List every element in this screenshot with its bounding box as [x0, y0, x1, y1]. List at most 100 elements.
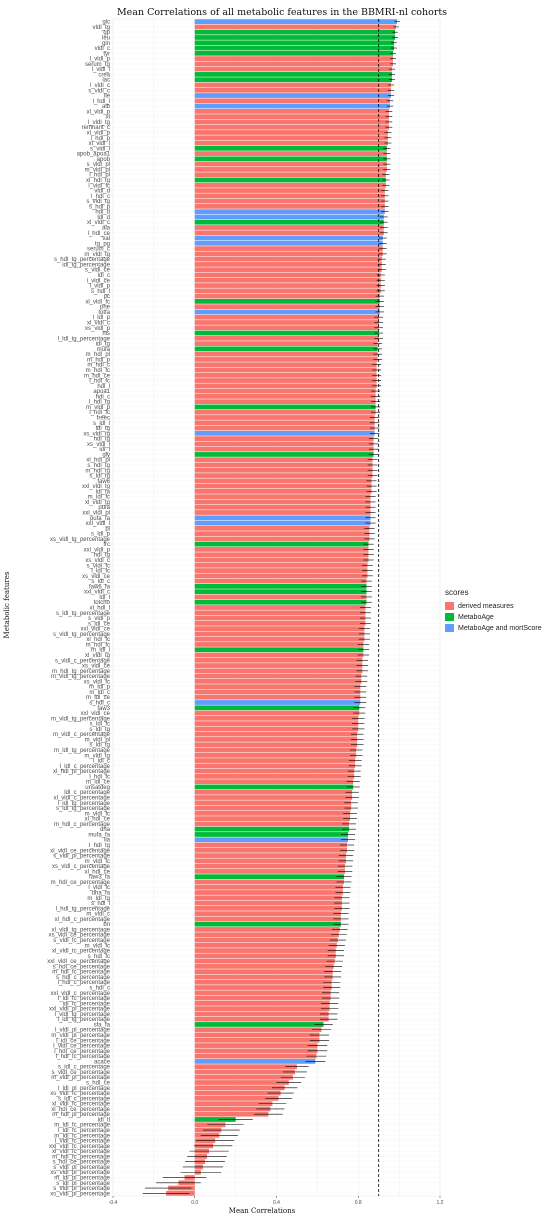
y-tick-label: ldl_tg: [96, 426, 110, 432]
y-tick-label: s_hdl_c: [89, 986, 110, 992]
bar: [194, 351, 378, 357]
legend-item-metaboage-mortscore: MetaboAge and mortScore: [445, 623, 542, 633]
y-tick-label: xxl_vldl_ce: [81, 627, 111, 633]
y-tick-label: ala: [102, 225, 111, 231]
bar: [194, 436, 374, 441]
y-tick-label: l_ldl_p: [93, 315, 111, 321]
y-tick-label: m_vldl_c_percentage: [53, 732, 111, 738]
x-tick-label: 0.0: [191, 1200, 198, 1206]
bar: [194, 483, 372, 489]
y-tick-label: m_vldl_tg_percentage: [51, 716, 111, 722]
y-tick-label: s_idl_c_percentage: [58, 1065, 111, 1071]
y-tick-label: xs_vldl_c_percentage: [52, 864, 111, 870]
y-tick-label: xl_vldl_p: [87, 130, 111, 136]
y-tick-label: s_hdl_c_percentage: [56, 975, 111, 981]
bar: [194, 1027, 322, 1033]
y-tick-label: hdl_tg: [94, 437, 110, 443]
y-tick-label: s_hdl_tg_percentage: [54, 257, 111, 263]
bar: [194, 578, 367, 584]
bar: [194, 964, 334, 969]
bar: [194, 605, 366, 610]
y-tick-label: s_ldl_tg: [89, 743, 110, 749]
bar: [194, 330, 379, 336]
bar: [194, 156, 387, 162]
bar: [194, 900, 342, 906]
bar: [194, 927, 340, 932]
y-tick-label: l_vldl_tg_percentage: [55, 1012, 111, 1018]
y-tick-label: vldl_d: [94, 189, 110, 195]
y-tick-label: sfa_fa: [94, 1022, 111, 1028]
y-tick-label: l_ldl_fc_percentage: [58, 1128, 111, 1134]
y-tick-label: l_hdl_tg_percentage: [56, 906, 111, 912]
bar: [194, 895, 342, 901]
y-tick-label: s_vldl_pl_percentage: [53, 1186, 110, 1192]
bar: [194, 932, 339, 938]
bar: [194, 372, 377, 378]
y-tick-label: ile: [104, 94, 111, 100]
y-tick-label: s_hdl_tg: [87, 463, 110, 469]
bar: [194, 77, 392, 83]
y-tick-label: m_vldl_fc: [85, 811, 110, 817]
y-tick-label: s_vldl_tg_percentage: [53, 632, 111, 638]
y-tick-label: m_ldl_tg: [87, 896, 110, 902]
bar: [194, 620, 366, 626]
y-tick-label: m_hdl_pl: [86, 352, 110, 358]
bar: [194, 246, 383, 251]
bar: [194, 298, 380, 304]
bar: [194, 684, 361, 690]
bar: [194, 626, 365, 631]
bar: [194, 810, 351, 816]
legend-label-metaboage: MetaboAge: [458, 613, 494, 621]
y-tick-label: pc: [104, 294, 110, 300]
bar: [194, 489, 372, 494]
bar: [194, 832, 349, 837]
y-tick-label: xl_hdl_pl: [86, 458, 110, 464]
bar: [194, 652, 364, 658]
y-tick-label: s_vldl_ce_percentage: [52, 1070, 111, 1076]
bar: [194, 890, 343, 895]
bar: [194, 214, 384, 220]
bar: [194, 747, 357, 753]
y-tick-label: xl_vldl_ce_percentage: [50, 848, 110, 854]
y-tick-label: s_hdl_l: [91, 901, 110, 907]
y-tick-label: m_hdl_tg: [85, 468, 110, 474]
bar: [194, 119, 389, 125]
bar: [194, 853, 346, 858]
y-tick-label: m_vldl_tg: [84, 252, 110, 258]
bar: [194, 87, 391, 93]
bar: [194, 203, 385, 209]
y-tick-label: s_vldl_p: [88, 616, 111, 622]
y-tick-label: xl_hdl_l: [90, 606, 110, 612]
bar: [194, 124, 389, 130]
y-tick-label: s_vldl_pl_percentage: [53, 854, 110, 860]
bar: [194, 367, 377, 373]
y-tick-label: remnant_c: [82, 125, 110, 131]
bar: [194, 536, 370, 542]
y-tick-label: ldl_d: [97, 215, 110, 221]
y-tick-label: serum_c: [87, 247, 110, 253]
y-tick-label: lla: [104, 838, 111, 844]
y-tick-label: hdl_l: [97, 384, 110, 390]
y-tick-label: l_hdl_tg: [89, 400, 110, 406]
bar: [194, 847, 348, 853]
y-tick-label: xl_hdl_pl_percentage: [53, 769, 111, 775]
bar: [194, 219, 384, 225]
bar: [194, 383, 377, 389]
bar: [194, 504, 371, 510]
y-tick-label: m_hdl_c: [87, 363, 110, 369]
bar: [194, 921, 341, 927]
bar: [194, 1101, 273, 1107]
bar: [194, 731, 358, 737]
y-tick-label: m_hdl_fc: [86, 368, 110, 374]
x-tick-label: 0.8: [355, 1200, 362, 1206]
bar: [194, 779, 354, 785]
y-tick-label: xl_vldl_c_percentage: [54, 796, 111, 802]
y-tick-label: crea: [98, 72, 110, 78]
bar: [194, 599, 367, 605]
bar: [194, 1006, 330, 1012]
bar: [194, 114, 389, 120]
bar: [194, 277, 381, 283]
y-tick-label: xl_vldl_tg: [85, 653, 110, 659]
bar: [194, 874, 344, 880]
y-tick-label: s_ldl_tg: [89, 727, 110, 733]
